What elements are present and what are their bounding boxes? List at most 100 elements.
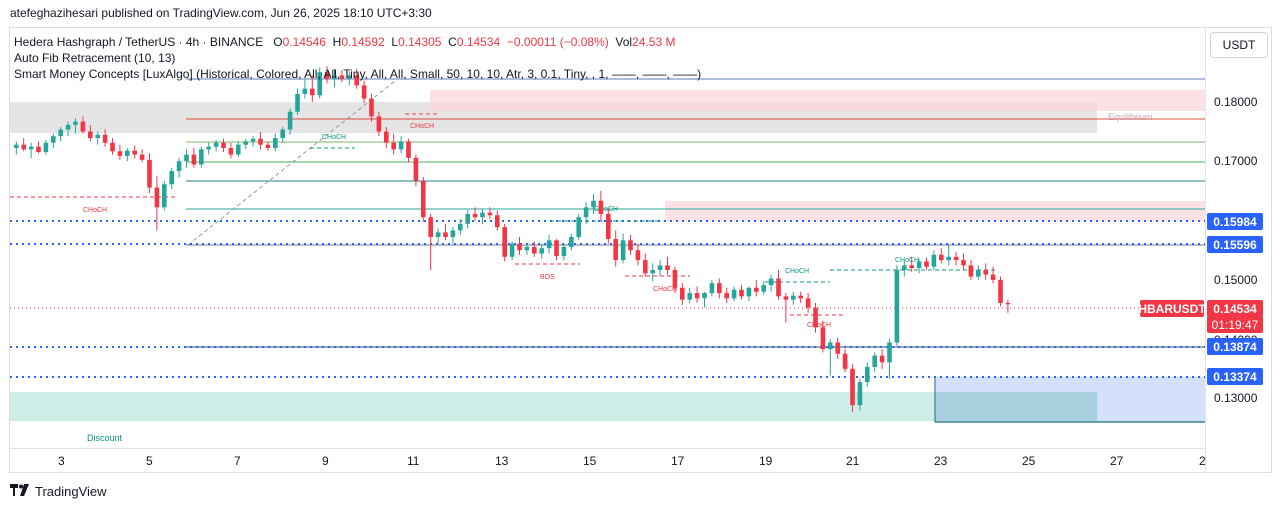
price-tick: 0.15000 bbox=[1214, 273, 1258, 287]
change-value: −0.00011 (−0.08%) bbox=[506, 35, 609, 49]
candle-body bbox=[613, 238, 618, 261]
close-label: C bbox=[448, 35, 457, 49]
time-axis[interactable] bbox=[10, 448, 1205, 472]
candle-body bbox=[317, 72, 322, 96]
tradingview-footer[interactable]: TradingView bbox=[10, 484, 107, 499]
candle-body bbox=[199, 149, 204, 165]
candle-body bbox=[398, 141, 404, 150]
candle-body bbox=[635, 250, 641, 261]
candle-body bbox=[546, 240, 552, 249]
candle-body bbox=[857, 382, 863, 406]
candle-body bbox=[162, 184, 167, 208]
candle-body bbox=[746, 287, 752, 297]
candle-body bbox=[820, 327, 826, 350]
vol-label: Vol bbox=[615, 35, 633, 49]
candle-body bbox=[583, 207, 589, 218]
candle-body bbox=[524, 246, 530, 251]
time-tick: 3 bbox=[58, 454, 65, 468]
candle-body bbox=[391, 142, 396, 150]
candle-body bbox=[916, 261, 922, 268]
candlestick-chart[interactable]: CHoCH CHoCH CHoCH BOS CHoCH CHoCH CHoCH … bbox=[10, 28, 1205, 448]
candle-body bbox=[754, 287, 759, 292]
symbol-legend-row[interactable]: Hedera Hashgraph / TetherUS · 4h · BINAN… bbox=[14, 34, 701, 50]
high-label: H bbox=[332, 35, 342, 49]
candle-body bbox=[273, 138, 278, 148]
candle-body bbox=[968, 265, 974, 277]
candle-body bbox=[169, 171, 174, 185]
candle-body bbox=[990, 274, 996, 280]
candle-body bbox=[724, 293, 729, 299]
choch-label-3: CHoCH bbox=[410, 123, 434, 130]
candle-body bbox=[687, 293, 692, 300]
candle-body bbox=[213, 142, 219, 147]
candle-body bbox=[598, 200, 604, 214]
chart-frame bbox=[9, 27, 1272, 473]
choch-label-6: CHoCH bbox=[785, 268, 809, 275]
time-tick: 21 bbox=[846, 454, 860, 468]
candle-body bbox=[872, 355, 877, 367]
candle-body bbox=[36, 146, 41, 152]
candles-group bbox=[14, 66, 1011, 412]
candle-body bbox=[539, 248, 544, 254]
time-tick: 11 bbox=[407, 454, 420, 468]
candle-body bbox=[731, 289, 737, 299]
candle-body bbox=[21, 144, 26, 150]
candle-body bbox=[953, 256, 959, 261]
candle-body bbox=[228, 148, 234, 155]
candle-body bbox=[606, 213, 611, 239]
candle-body bbox=[643, 260, 648, 274]
symbol-title: Hedera Hashgraph / TetherUS · 4h · BINAN… bbox=[14, 35, 264, 49]
candle-body bbox=[361, 85, 367, 99]
candle-body bbox=[776, 278, 781, 297]
choch-label-2: CHoCH bbox=[322, 134, 346, 141]
choch-label-7: CHoCH bbox=[807, 322, 831, 329]
candle-body bbox=[280, 129, 285, 139]
candle-body bbox=[576, 217, 581, 238]
chart-plot-area[interactable]: CHoCH CHoCH CHoCH BOS CHoCH CHoCH CHoCH … bbox=[10, 28, 1205, 448]
price-tag-0.15596: 0.15596 bbox=[1207, 236, 1263, 253]
candle-body bbox=[761, 285, 766, 292]
candle-body bbox=[65, 124, 71, 130]
price-tag-0.13874: 0.13874 bbox=[1207, 338, 1263, 355]
candle-body bbox=[805, 298, 811, 308]
candle-body bbox=[295, 93, 300, 112]
candle-body bbox=[739, 289, 744, 297]
time-tick: 2 bbox=[1199, 454, 1206, 468]
candle-body bbox=[517, 243, 522, 251]
time-tick: 9 bbox=[322, 454, 329, 468]
candle-body bbox=[73, 121, 78, 125]
candle-body bbox=[43, 142, 49, 152]
candle-body bbox=[95, 134, 100, 139]
candle-body bbox=[879, 355, 885, 363]
time-tick: 27 bbox=[1110, 454, 1124, 468]
published-caption: atefeghazihesari published on TradingVie… bbox=[10, 6, 432, 20]
candle-body bbox=[14, 144, 19, 148]
time-tick: 17 bbox=[671, 454, 685, 468]
candle-body bbox=[443, 232, 448, 238]
candle-body bbox=[842, 353, 848, 369]
vol-value: 24.53 M bbox=[632, 35, 676, 49]
candle-body bbox=[354, 75, 359, 86]
candle-body bbox=[332, 75, 337, 79]
choch-label-8: CHoCH bbox=[895, 257, 919, 264]
indicator-fib-row[interactable]: Auto Fib Retracement (10, 13) bbox=[14, 51, 176, 65]
indicator-smc-row[interactable]: Smart Money Concepts [LuxAlgo] (Historic… bbox=[14, 67, 702, 81]
high-value: 0.14592 bbox=[341, 35, 385, 49]
candle-body bbox=[768, 278, 774, 286]
candle-body bbox=[51, 136, 56, 143]
candle-body bbox=[717, 283, 722, 294]
candle-body bbox=[176, 161, 182, 172]
candle-body bbox=[28, 146, 34, 150]
candle-body bbox=[88, 131, 93, 139]
currency-button[interactable]: USDT bbox=[1210, 32, 1268, 58]
candle-body bbox=[865, 366, 870, 383]
open-label: O bbox=[273, 35, 283, 49]
candle-body bbox=[902, 265, 907, 270]
candle-body bbox=[236, 144, 241, 155]
candle-body bbox=[154, 187, 160, 208]
open-value: 0.14546 bbox=[282, 35, 326, 49]
candle-body bbox=[835, 342, 840, 354]
price-tag-0.13374: 0.13374 bbox=[1207, 368, 1263, 385]
premium-zone bbox=[430, 90, 1205, 111]
symbol-price-tag: HBARUSDT bbox=[1138, 300, 1206, 317]
